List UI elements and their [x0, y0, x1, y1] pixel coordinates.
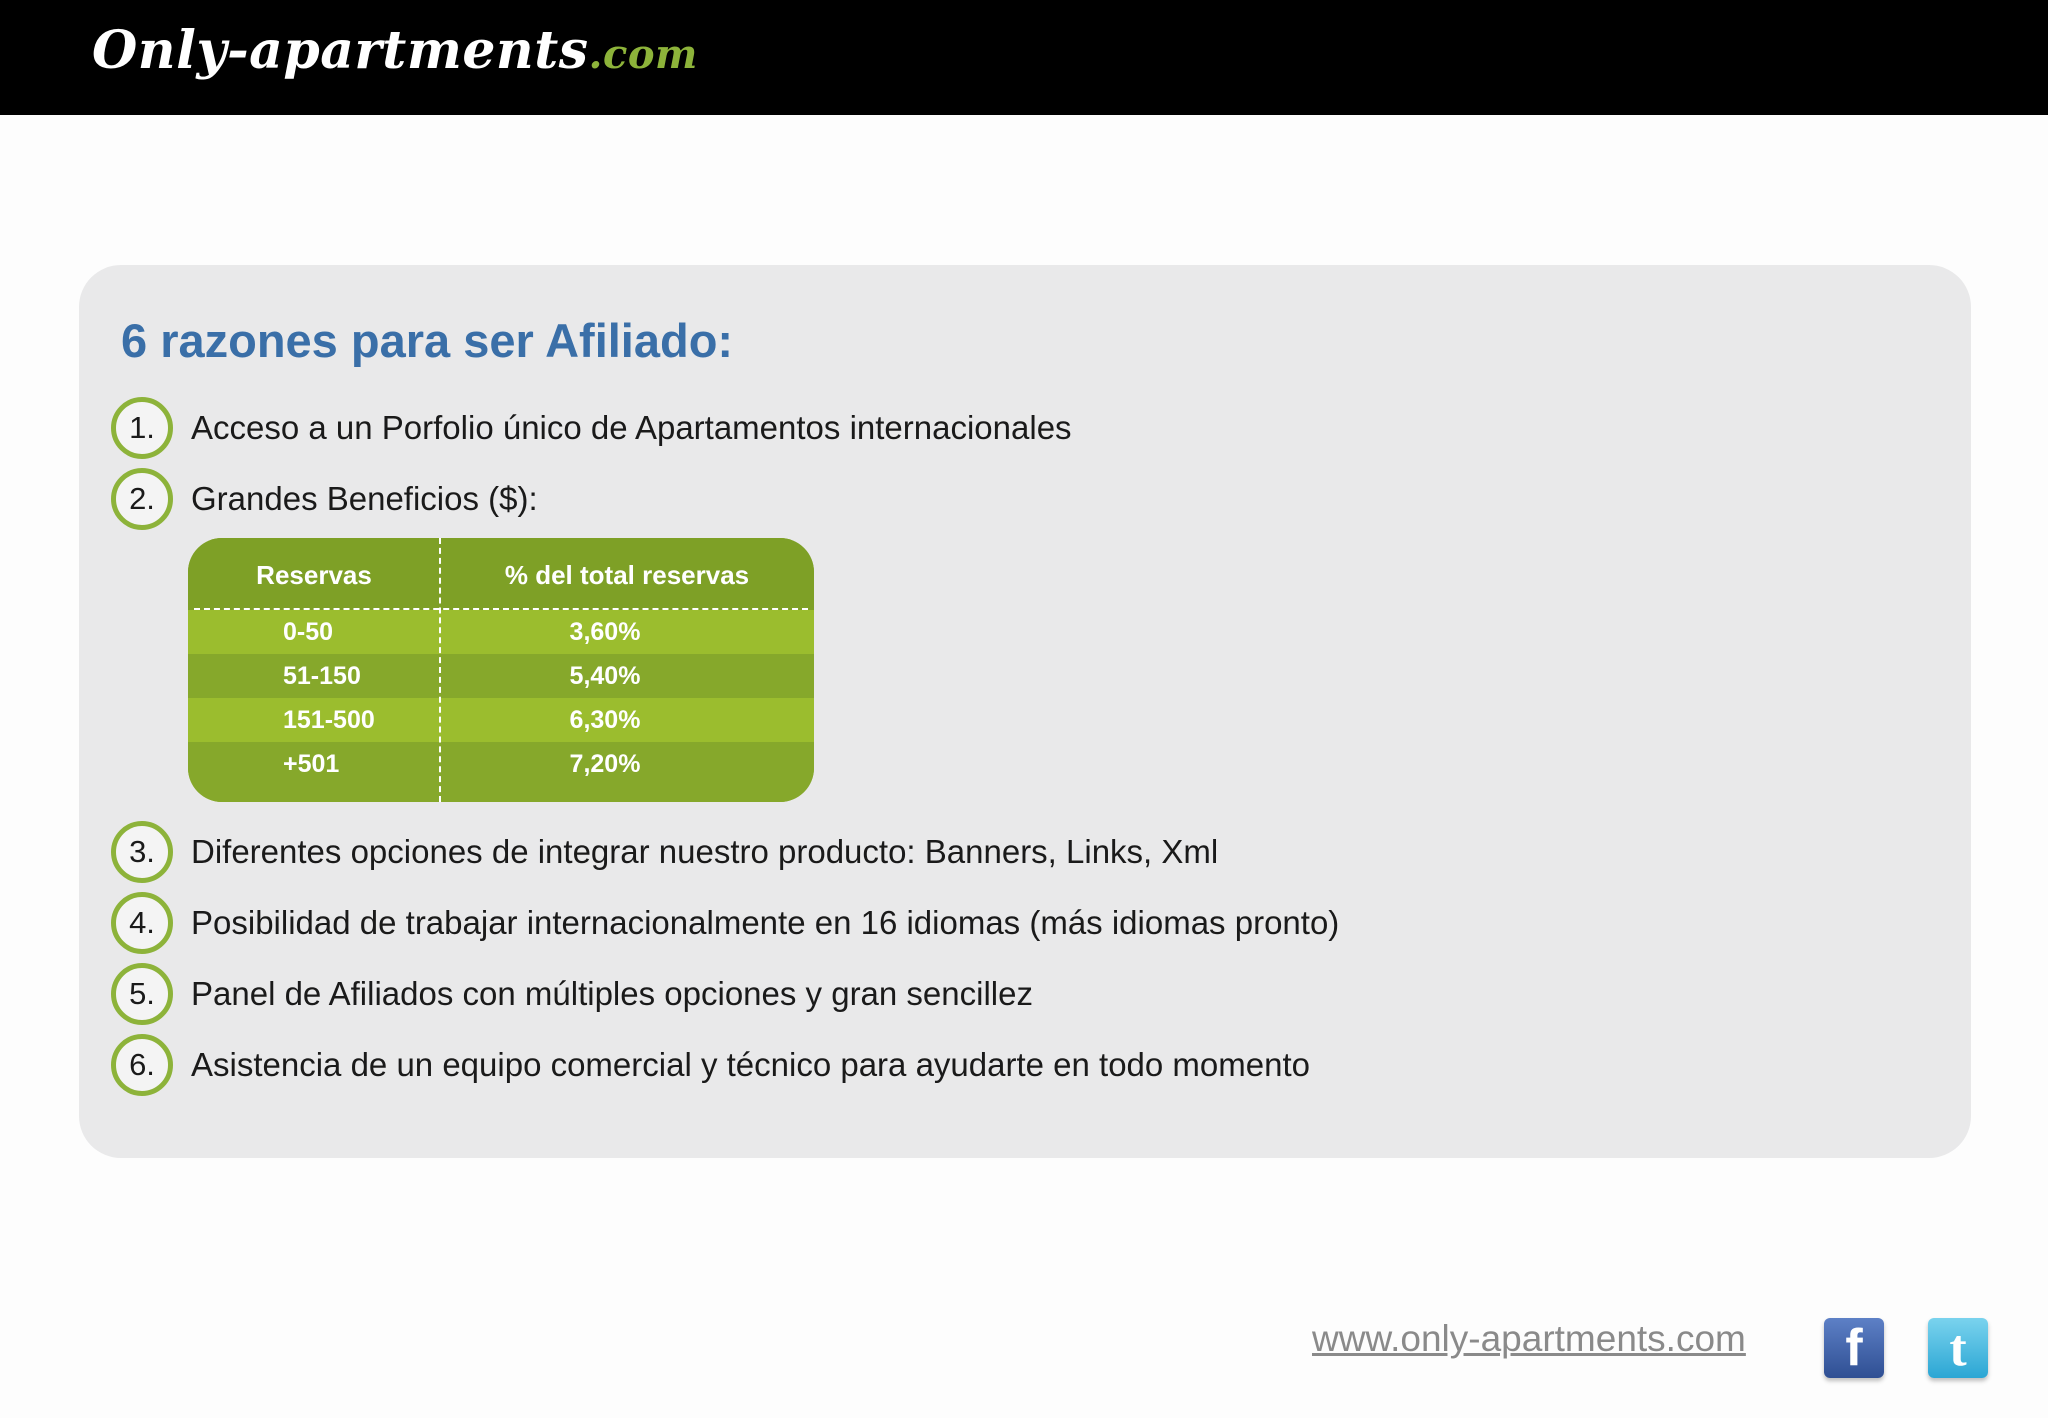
panel-heading: 6 razones para ser Afiliado: — [121, 314, 734, 367]
site-logo[interactable]: Only-apartments.com — [92, 20, 698, 81]
logo-main-text: Only-apartments — [92, 20, 589, 81]
commission-table: Reservas % del total reservas 0-50 3,60%… — [188, 538, 814, 802]
table-cell-percent: 7,20% — [569, 750, 641, 778]
table-cell-percent: 6,30% — [569, 706, 641, 734]
reason-item-3: 3. Diferentes opciones de integrar nuest… — [111, 821, 1219, 883]
table-cell-reservas: 151-500 — [283, 706, 375, 734]
number-badge: 4. — [111, 892, 173, 954]
reason-item-4: 4. Posibilidad de trabajar internacional… — [111, 892, 1340, 954]
number-badge: 1. — [111, 397, 173, 459]
website-link[interactable]: www.only-apartments.com — [1312, 1318, 1746, 1359]
reason-text: Asistencia de un equipo comercial y técn… — [191, 1046, 1310, 1083]
table-cell-percent: 5,40% — [569, 662, 641, 690]
reason-item-2: 2. Grandes Beneficios ($): — [111, 468, 538, 530]
reason-item-6: 6. Asistencia de un equipo comercial y t… — [111, 1034, 1310, 1096]
table-cell-reservas: 0-50 — [283, 618, 334, 646]
table-cell-reservas: +501 — [283, 750, 340, 778]
table-cell-percent: 3,60% — [569, 618, 641, 646]
logo-tld-text: .com — [588, 31, 698, 78]
reason-item-5: 5. Panel de Afiliados con múltiples opci… — [111, 963, 1033, 1025]
table-row: 0-50 3,60% — [188, 610, 814, 654]
reasons-panel: 6 razones para ser Afiliado: 1. Acceso a… — [79, 265, 1971, 1158]
table-row: +501 7,20% — [188, 742, 814, 802]
column-header-reservas: Reservas — [256, 560, 372, 590]
reason-text: Diferentes opciones de integrar nuestro … — [191, 833, 1219, 870]
column-divider — [439, 538, 441, 802]
reason-text: Acceso a un Porfolio único de Apartament… — [191, 409, 1072, 446]
number-badge: 6. — [111, 1034, 173, 1096]
header-bar: Only-apartments.com — [0, 0, 2048, 115]
reason-text: Grandes Beneficios ($): — [191, 480, 538, 517]
twitter-icon[interactable]: t — [1928, 1318, 1988, 1378]
reason-text: Panel de Afiliados con múltiples opcione… — [191, 975, 1033, 1012]
reason-item-1: 1. Acceso a un Porfolio único de Apartam… — [111, 397, 1072, 459]
column-header-percent: % del total reservas — [504, 560, 750, 590]
number-badge: 2. — [111, 468, 173, 530]
facebook-icon[interactable]: f — [1824, 1318, 1884, 1378]
table-cell-reservas: 51-150 — [283, 662, 361, 690]
number-badge: 5. — [111, 963, 173, 1025]
reason-text: Posibilidad de trabajar internacionalmen… — [191, 904, 1340, 941]
header-divider — [194, 608, 808, 610]
table-row: 51-150 5,40% — [188, 654, 814, 698]
table-row: 151-500 6,30% — [188, 698, 814, 742]
table-header: Reservas % del total reservas — [188, 538, 814, 610]
number-badge: 3. — [111, 821, 173, 883]
